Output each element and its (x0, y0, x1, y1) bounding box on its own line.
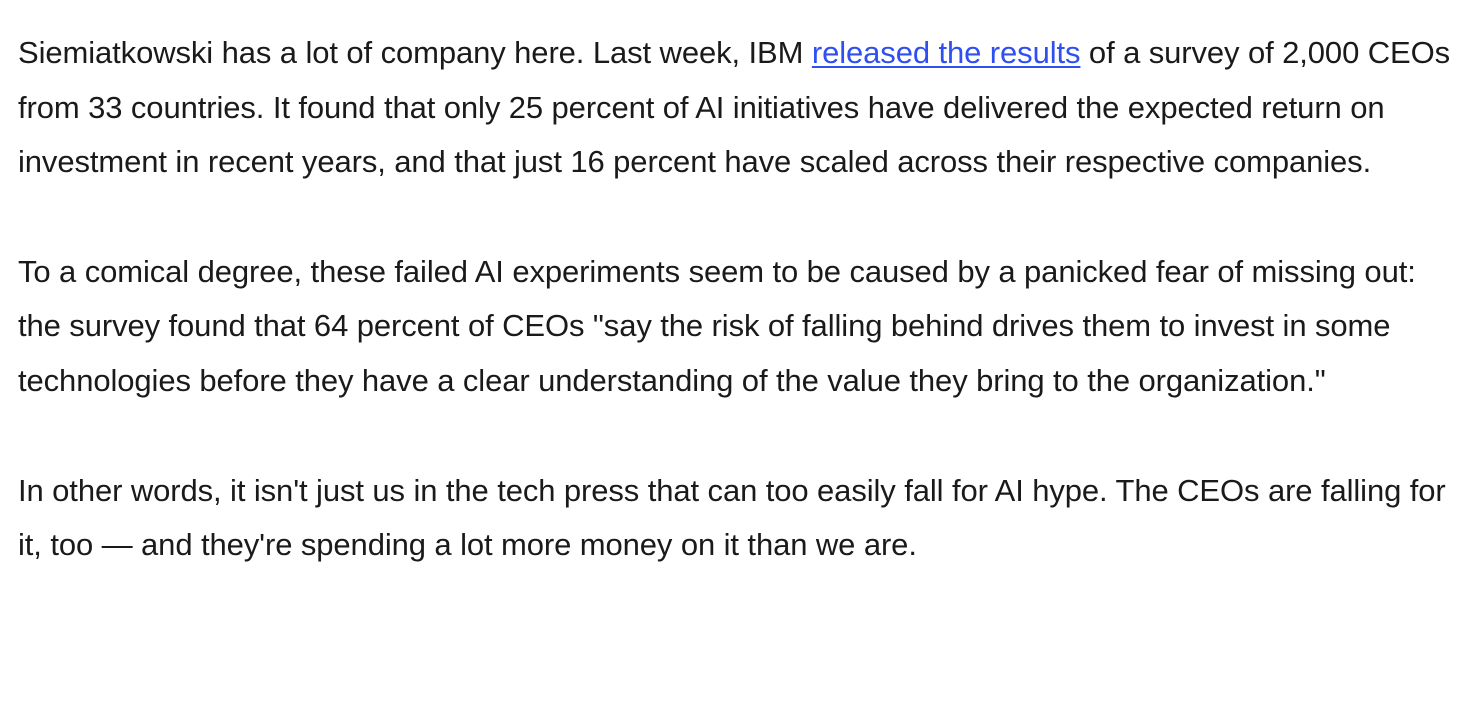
paragraph-ibm-survey: Siemiatkowski has a lot of company here.… (18, 26, 1458, 190)
released-the-results-link[interactable]: released the results (811, 35, 1081, 70)
paragraph-1-text-before-link: Siemiatkowski has a lot of company here.… (18, 35, 812, 70)
paragraph-ai-hype: In other words, it isn't just us in the … (18, 472, 1446, 563)
article-body: Siemiatkowski has a lot of company here.… (18, 26, 1458, 573)
paragraph-1-text-after-link: of a survey of 2,000 CEOs from 33 countr… (18, 35, 1451, 180)
paragraph-fomo: To a comical degree, these failed AI exp… (18, 253, 1416, 398)
